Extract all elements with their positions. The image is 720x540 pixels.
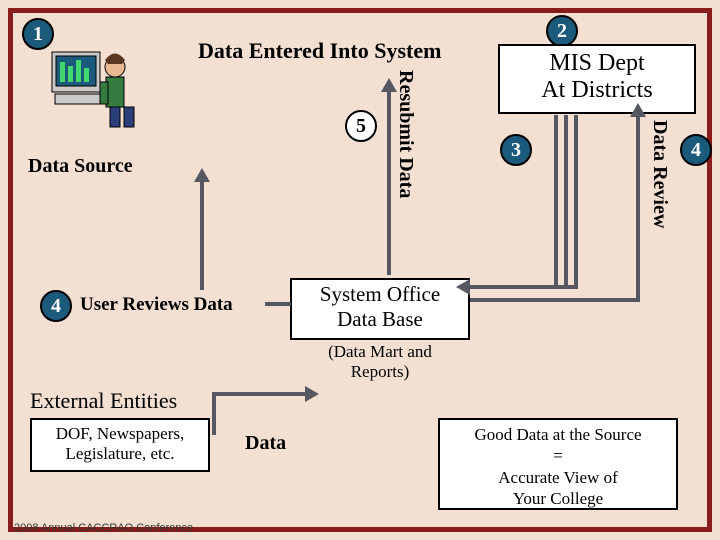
arrow-3-head [456, 279, 470, 295]
resubmit-label: Resubmit Data [394, 70, 417, 198]
arrow-3-down-a [554, 115, 558, 285]
mis-line2: At Districts [500, 77, 694, 104]
good-data-box: Good Data at the Source = Accurate View … [438, 418, 678, 510]
data-review-label: Data Review [648, 120, 671, 228]
datamart-l1: (Data Mart and [310, 342, 450, 362]
step-1-num: 1 [33, 23, 43, 46]
good-l2: = [440, 445, 676, 466]
step-3-oval: 3 [500, 134, 532, 166]
sysoffice-l1: System Office [292, 282, 468, 307]
arrow-resubmit-up [387, 90, 391, 275]
step-5-num: 5 [356, 115, 366, 138]
dof-l1: DOF, Newspapers, [32, 424, 208, 444]
sysoffice-box: System Office Data Base [290, 278, 470, 340]
step-3-num: 3 [511, 139, 521, 162]
arrow-review-head [630, 103, 646, 117]
arrow-resubmit-up-head [381, 78, 397, 92]
arrow-3-down-c [574, 115, 578, 285]
sysoffice-l2: Data Base [292, 307, 468, 332]
arrow-data-head [305, 386, 319, 402]
step-4-right-num: 4 [691, 139, 701, 162]
arrow-ur-h [265, 302, 291, 306]
step-2-num: 2 [557, 20, 567, 43]
step-2-oval: 2 [546, 15, 578, 47]
arrow-3-horiz [468, 285, 578, 289]
datamart-label: (Data Mart and Reports) [310, 342, 450, 382]
data-word-label: Data [245, 432, 286, 455]
arrow-review-horiz [470, 298, 640, 302]
good-l3: Accurate View of [440, 467, 676, 488]
step-5-oval: 5 [345, 110, 377, 142]
step-1-oval: 1 [22, 18, 54, 50]
title-label: Data Entered Into System [198, 38, 441, 64]
footer-text: 2008 Annual CACCRAO Conference [14, 522, 193, 534]
step-4-left-num: 4 [51, 295, 61, 318]
mis-line1: MIS Dept [500, 50, 694, 77]
dof-l2: Legislature, etc. [32, 444, 208, 464]
arrow-ds-up-head [194, 168, 210, 182]
data-source-label: Data Source [28, 155, 133, 178]
mis-dept-box: MIS Dept At Districts [498, 44, 696, 114]
arrow-data-h [212, 392, 307, 396]
computer-icon [50, 42, 140, 132]
external-entities-label: External Entities [30, 388, 177, 414]
step-4-left-oval: 4 [40, 290, 72, 322]
good-l4: Your College [440, 488, 676, 509]
arrow-3-down-b [564, 115, 568, 285]
datamart-l2: Reports) [310, 362, 450, 382]
dof-box: DOF, Newspapers, Legislature, etc. [30, 418, 210, 472]
arrow-ds-up [200, 180, 204, 290]
step-4-right-oval: 4 [680, 134, 712, 166]
arrow-data-v [212, 395, 216, 435]
arrow-review-up [636, 115, 640, 300]
user-reviews-label: User Reviews Data [80, 294, 233, 316]
good-l1: Good Data at the Source [440, 424, 676, 445]
